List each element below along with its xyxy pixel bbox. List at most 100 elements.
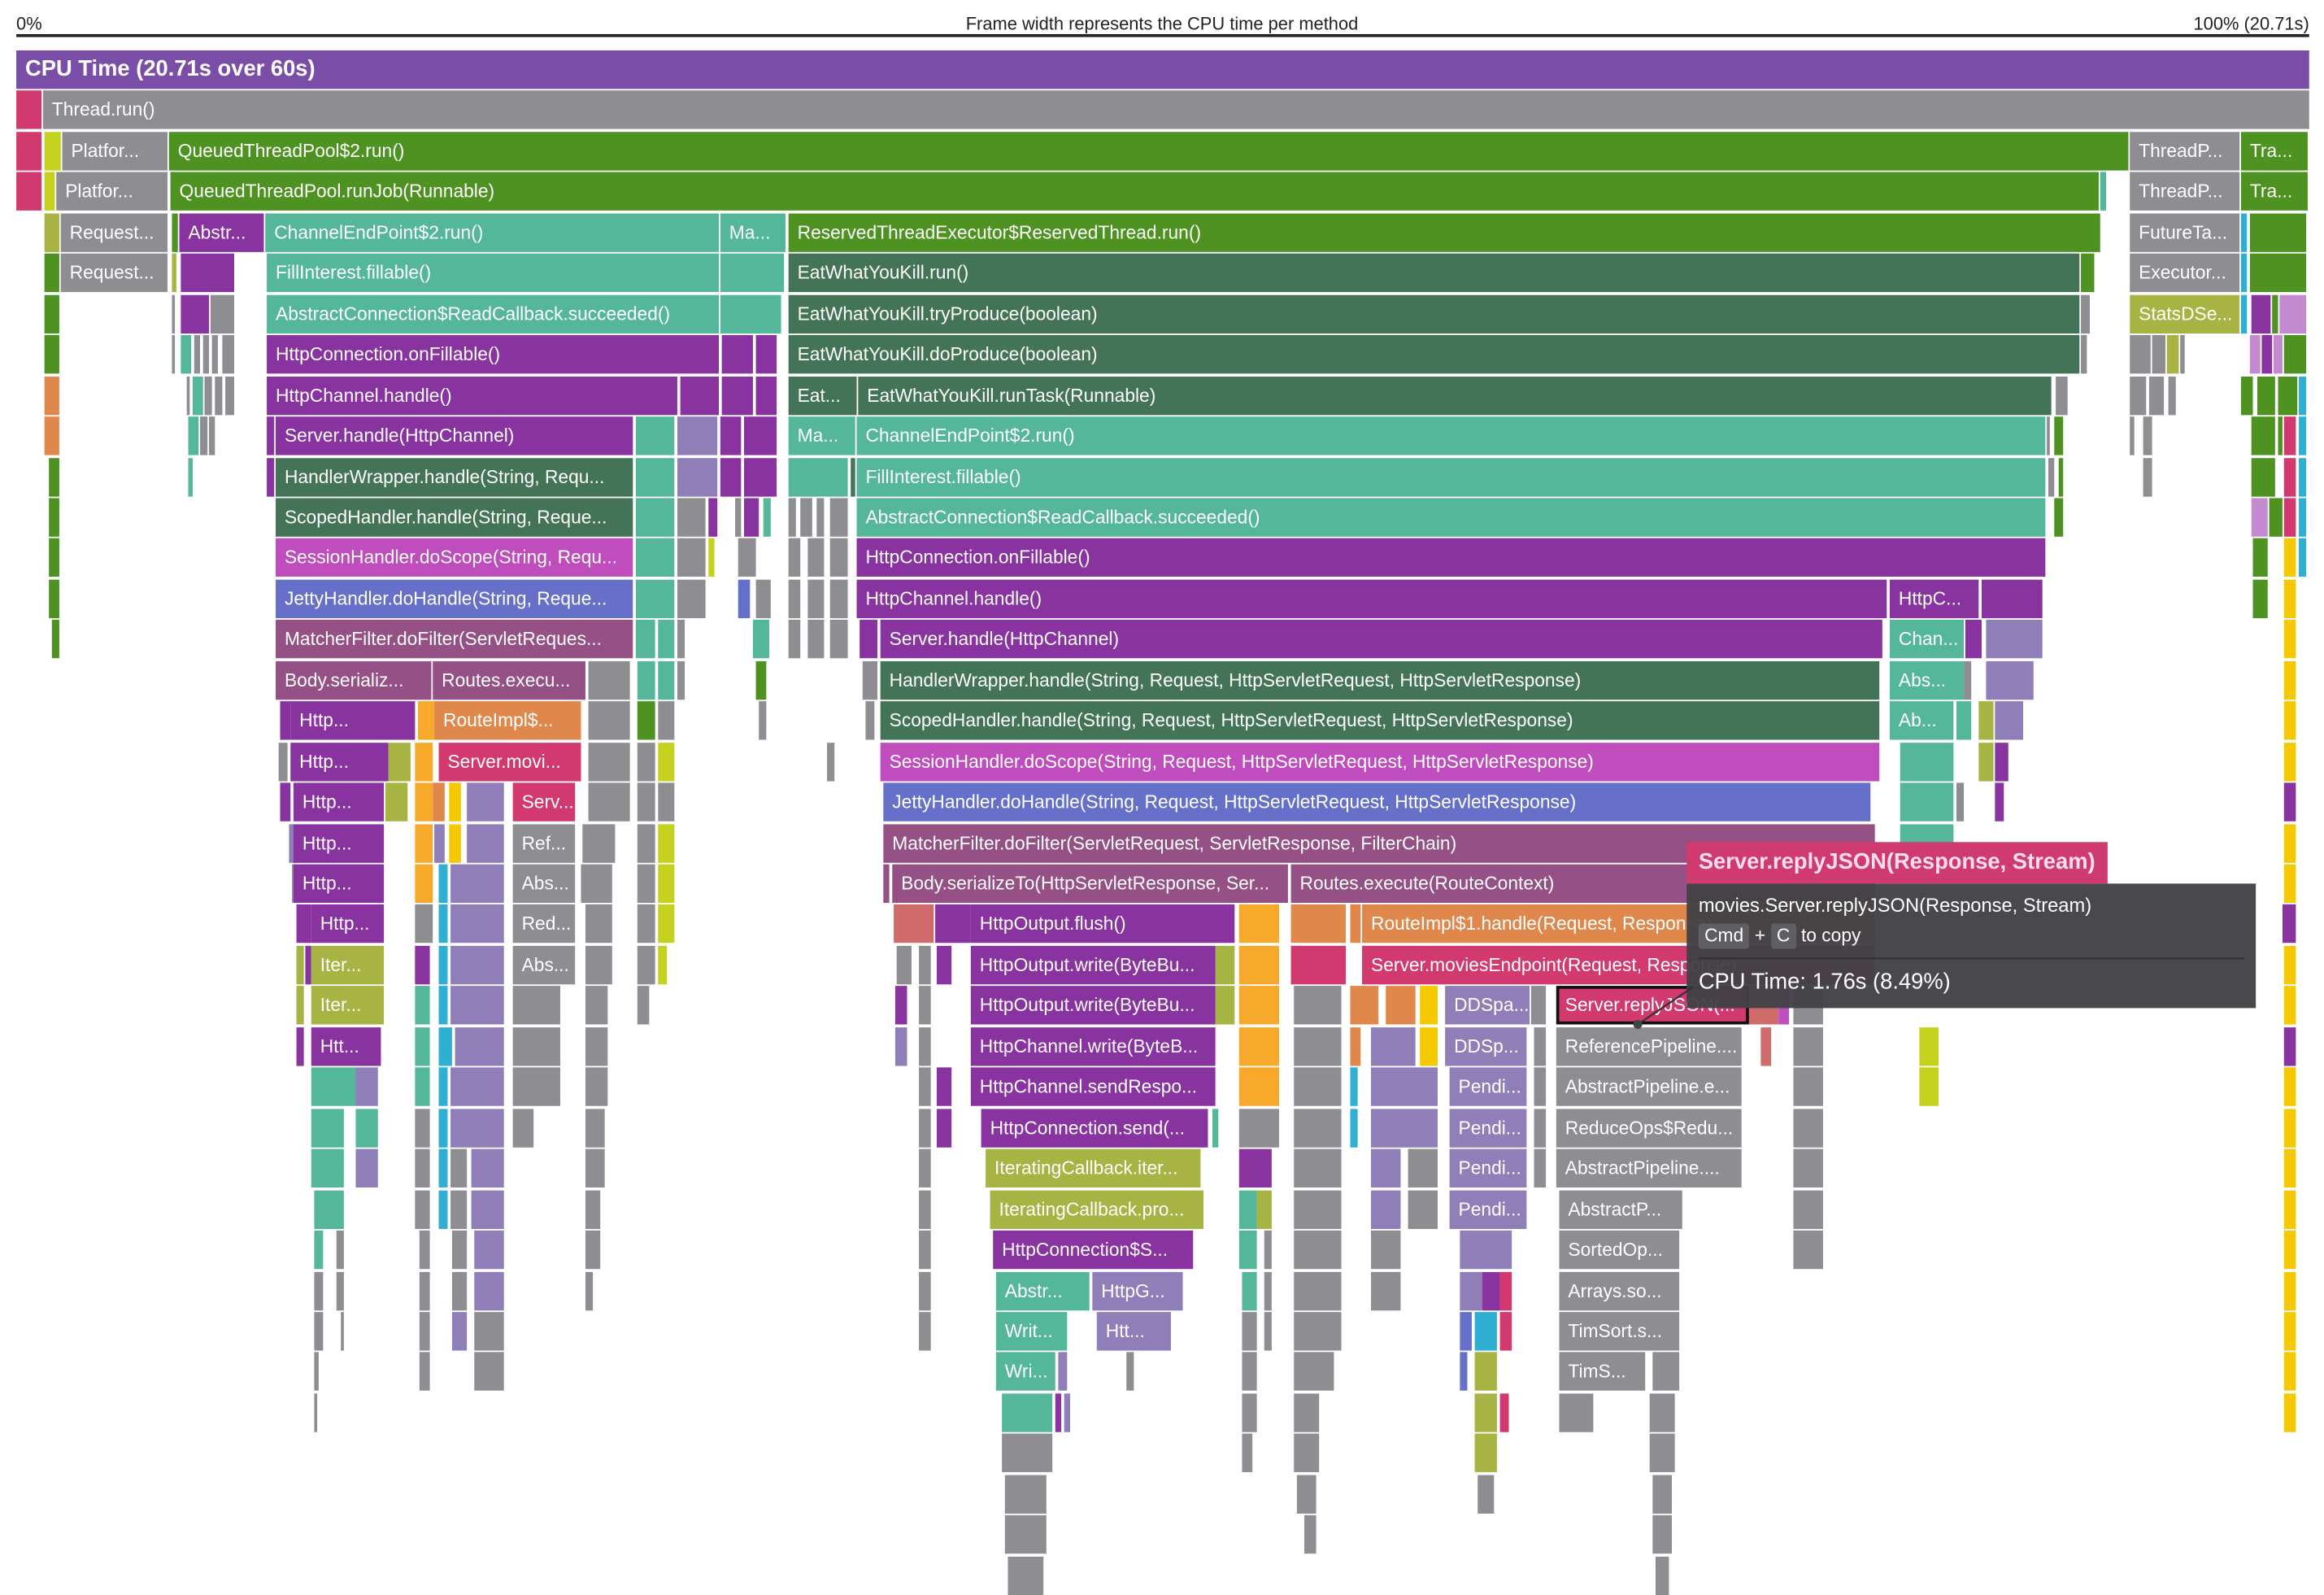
stack-frame-narrow[interactable] (2283, 701, 2296, 740)
stack-frame-narrow[interactable] (755, 376, 777, 415)
stack-frame-narrow[interactable] (512, 1067, 560, 1107)
stack-frame-narrow[interactable] (2081, 254, 2095, 293)
stack-frame-narrow[interactable] (438, 1067, 448, 1107)
stack-frame-narrow[interactable] (585, 1067, 608, 1107)
stack-frame-narrow[interactable] (438, 864, 448, 904)
stack-frame-narrow[interactable] (788, 498, 796, 537)
stack-frame-narrow[interactable] (419, 1270, 430, 1310)
stack-frame-narrow[interactable] (450, 1148, 468, 1188)
stack-frame-narrow[interactable] (1956, 782, 1965, 821)
stack-frame-narrow[interactable] (2283, 864, 2296, 904)
stack-frame-narrow[interactable] (2100, 172, 2107, 211)
stack-frame-narrow[interactable] (51, 620, 59, 659)
stack-frame-narrow[interactable] (1004, 1515, 1047, 1554)
stack-frame-narrow[interactable] (1652, 1475, 1673, 1514)
stack-frame[interactable]: AbstractConnection$ReadCallback.succeede… (267, 294, 720, 333)
stack-frame-narrow[interactable] (450, 945, 504, 985)
stack-frame-narrow[interactable] (419, 1311, 430, 1351)
stack-frame-narrow[interactable] (2130, 376, 2147, 415)
stack-frame-narrow[interactable] (788, 579, 801, 618)
stack-frame-narrow[interactable] (738, 579, 751, 618)
stack-frame[interactable]: Abstr... (995, 1270, 1090, 1310)
stack-frame-narrow[interactable] (1460, 1311, 1472, 1351)
stack-frame[interactable]: MatcherFilter.doFilter(ServletReques... (276, 620, 633, 659)
stack-frame-narrow[interactable] (755, 660, 767, 699)
stack-frame-narrow[interactable] (2274, 335, 2283, 374)
stack-frame-narrow[interactable] (1370, 1270, 1401, 1310)
stack-frame-narrow[interactable] (658, 782, 675, 821)
stack-frame-narrow[interactable] (1408, 1148, 1438, 1188)
stack-frame-narrow[interactable] (720, 254, 785, 293)
stack-frame-narrow[interactable] (1238, 1148, 1272, 1188)
stack-frame-narrow[interactable] (919, 1270, 931, 1310)
stack-frame-narrow[interactable] (1303, 1515, 1316, 1554)
stack-frame[interactable]: Thread.run() (42, 90, 2309, 130)
stack-frame-narrow[interactable] (2048, 457, 2055, 496)
stack-frame[interactable]: StatsDSe... (2130, 294, 2240, 333)
stack-frame[interactable]: Abstr... (179, 213, 264, 252)
stack-frame-narrow[interactable] (2283, 457, 2296, 496)
stack-frame[interactable]: Http... (293, 864, 385, 904)
stack-frame-narrow[interactable] (1238, 1189, 1257, 1229)
stack-frame-narrow[interactable] (1793, 1189, 1823, 1229)
stack-frame-narrow[interactable] (451, 1311, 468, 1351)
stack-frame[interactable]: HttpConnection.send(... (981, 1108, 1208, 1148)
stack-frame-narrow[interactable] (658, 904, 675, 944)
stack-frame-narrow[interactable] (851, 457, 855, 496)
stack-frame[interactable]: IteratingCallback.iter... (986, 1148, 1201, 1188)
stack-frame-narrow[interactable] (211, 335, 218, 374)
stack-frame-narrow[interactable] (1294, 1434, 1320, 1473)
stack-frame-narrow[interactable] (1242, 1270, 1257, 1310)
stack-frame[interactable]: JettyHandler.doHandle(String, Request, H… (883, 782, 1871, 821)
stack-frame-narrow[interactable] (172, 254, 176, 293)
stack-frame-narrow[interactable] (635, 579, 675, 618)
stack-frame-narrow[interactable] (1534, 1026, 1547, 1066)
cpu-time-root-frame[interactable]: CPU Time (20.71s over 60s) (16, 50, 2309, 89)
stack-frame-narrow[interactable] (1294, 1026, 1342, 1066)
stack-frame-narrow[interactable] (311, 1148, 344, 1188)
stack-frame-narrow[interactable] (588, 701, 630, 740)
stack-frame-narrow[interactable] (49, 498, 59, 537)
stack-frame-narrow[interactable] (267, 416, 275, 455)
stack-frame-narrow[interactable] (433, 782, 445, 821)
stack-frame-narrow[interactable] (896, 945, 912, 985)
stack-frame-narrow[interactable] (588, 782, 630, 821)
stack-frame[interactable]: Chan... (1889, 620, 1965, 659)
stack-frame-narrow[interactable] (44, 172, 55, 211)
stack-frame-narrow[interactable] (1215, 986, 1235, 1026)
stack-frame[interactable]: HttpG... (1092, 1270, 1183, 1310)
stack-frame[interactable]: HttpConnection.onFillable() (267, 335, 720, 374)
stack-frame-narrow[interactable] (2279, 294, 2307, 333)
stack-frame-narrow[interactable] (788, 457, 848, 496)
stack-frame[interactable]: ScopedHandler.handle(String, Request, Ht… (880, 701, 1880, 740)
stack-frame-narrow[interactable] (585, 986, 608, 1026)
stack-frame-narrow[interactable] (355, 1108, 378, 1148)
stack-frame-narrow[interactable] (336, 1270, 344, 1310)
stack-frame-narrow[interactable] (2269, 498, 2283, 537)
stack-frame[interactable]: Pendi... (1449, 1067, 1527, 1107)
stack-frame[interactable]: FutureTa... (2130, 213, 2240, 252)
stack-frame-narrow[interactable] (438, 1148, 448, 1188)
stack-frame[interactable]: Executor... (2130, 254, 2240, 293)
stack-frame-narrow[interactable] (2283, 1108, 2296, 1148)
stack-frame-narrow[interactable] (2143, 457, 2152, 496)
stack-frame-narrow[interactable] (2283, 335, 2307, 374)
stack-frame-narrow[interactable] (658, 864, 675, 904)
stack-frame-narrow[interactable] (474, 1230, 504, 1270)
stack-frame-narrow[interactable] (1294, 1311, 1342, 1351)
stack-frame-narrow[interactable] (16, 90, 42, 130)
stack-frame-narrow[interactable] (471, 1189, 504, 1229)
stack-frame[interactable]: HttpOutput.write(ByteBu... (970, 945, 1216, 985)
stack-frame[interactable]: HttpChannel.write(ByteB... (970, 1026, 1216, 1066)
stack-frame-narrow[interactable] (210, 294, 234, 333)
stack-frame[interactable]: IteratingCallback.pro... (990, 1189, 1204, 1229)
stack-frame-narrow[interactable] (314, 1353, 319, 1392)
stack-frame-narrow[interactable] (419, 1353, 430, 1392)
stack-frame-narrow[interactable] (862, 660, 878, 699)
stack-frame-narrow[interactable] (455, 1026, 504, 1066)
stack-frame[interactable]: HttpOutput.flush() (970, 904, 1235, 944)
stack-frame[interactable]: EatWhatYouKill.runTask(Runnable) (858, 376, 2052, 415)
stack-frame-narrow[interactable] (1002, 1393, 1053, 1432)
stack-frame[interactable]: ReservedThreadExecutor$ReservedThread.ru… (788, 213, 2100, 252)
stack-frame-narrow[interactable] (585, 1148, 605, 1188)
